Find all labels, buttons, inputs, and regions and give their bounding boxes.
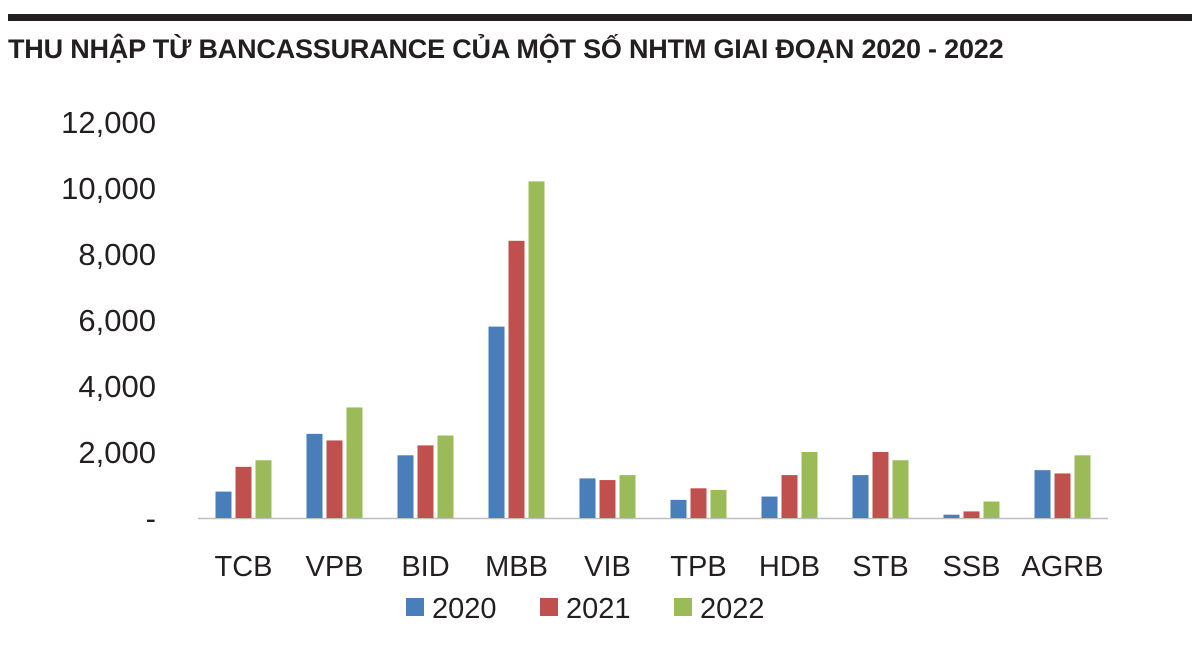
bar-mbb-2022: [528, 181, 545, 518]
bar-ssb-2022: [983, 501, 1000, 518]
legend-label-2020: 2020: [432, 593, 497, 625]
bar-tcb-2020: [215, 491, 232, 518]
bar-vpb-2022: [346, 407, 363, 518]
bar-vib-2022: [619, 475, 636, 518]
bar-stb-2021: [872, 452, 889, 518]
bar-tpb-2021: [690, 488, 707, 518]
bar-ssb-2020: [943, 514, 960, 518]
title-rule: [8, 14, 1192, 21]
y-tick-label: -: [146, 501, 156, 536]
x-category-label: VPB: [305, 551, 363, 583]
y-tick-label: 2,000: [78, 435, 156, 470]
bar-vpb-2021: [326, 440, 343, 518]
x-category-label: VIB: [584, 551, 631, 583]
x-category-label: AGRB: [1021, 551, 1103, 583]
bar-mbb-2020: [488, 326, 505, 518]
bar-stb-2022: [892, 460, 909, 518]
y-tick-label: 8,000: [78, 237, 156, 272]
x-category-label: TCB: [215, 551, 273, 583]
bar-mbb-2021: [508, 240, 525, 519]
bar-tcb-2021: [235, 466, 252, 518]
bar-stb-2020: [852, 475, 869, 518]
bar-vpb-2020: [306, 433, 323, 518]
bar-agrb-2021: [1054, 473, 1071, 518]
bar-hdb-2022: [801, 452, 818, 518]
chart-title: THU NHẬP TỪ BANCASSURANCE CỦA MỘT SỐ NHT…: [8, 34, 1004, 64]
legend-swatch-2022: [674, 598, 692, 616]
legend-swatch-2021: [540, 598, 558, 616]
bar-tpb-2022: [710, 489, 727, 518]
bar-vib-2020: [579, 478, 596, 518]
bar-ssb-2021: [963, 511, 980, 518]
y-tick-label: 6,000: [78, 303, 156, 338]
bar-vib-2021: [599, 480, 616, 518]
legend-label-2021: 2021: [566, 593, 631, 625]
bar-hdb-2021: [781, 475, 798, 518]
bar-bid-2020: [397, 455, 414, 518]
x-category-label: TPB: [670, 551, 726, 583]
bar-tcb-2022: [255, 460, 272, 518]
legend-swatch-2020: [406, 598, 424, 616]
bar-bid-2022: [437, 435, 454, 518]
y-tick-label: 4,000: [78, 369, 156, 404]
x-category-label: HDB: [759, 551, 820, 583]
bar-agrb-2020: [1034, 470, 1051, 518]
y-tick-label: 12,000: [61, 105, 156, 140]
x-category-label: STB: [852, 551, 908, 583]
bar-bid-2021: [417, 445, 434, 518]
bar-agrb-2022: [1074, 455, 1091, 518]
legend-label-2022: 2022: [700, 593, 765, 625]
x-category-label: BID: [401, 551, 449, 583]
x-category-label: SSB: [942, 551, 1000, 583]
y-tick-label: 10,000: [61, 171, 156, 206]
x-category-label: MBB: [485, 551, 548, 583]
bar-hdb-2020: [761, 496, 778, 518]
bar-tpb-2020: [670, 499, 687, 518]
